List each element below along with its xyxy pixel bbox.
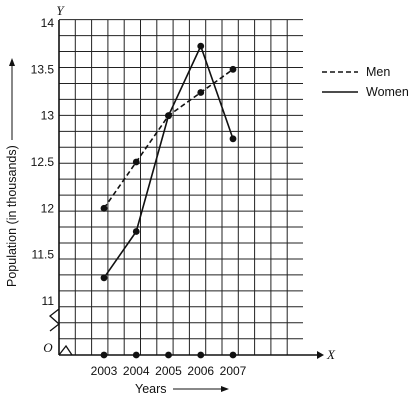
- data-point-men: [132, 158, 140, 166]
- origin-label: O: [43, 340, 53, 355]
- x-axis-letter: X: [326, 347, 336, 362]
- y-axis-title-arrowhead: [9, 58, 15, 66]
- x-axis-break-mark: [58, 344, 73, 356]
- legend: Men Women: [322, 65, 409, 99]
- y-tick-label: 12.5: [31, 155, 55, 169]
- x-axis-point: [165, 351, 172, 359]
- series-line-men: [103, 68, 234, 209]
- legend-label-men: Men: [366, 65, 390, 79]
- x-axis-point: [197, 351, 205, 359]
- y-axis-title-group: Population (in thousands): [5, 58, 19, 287]
- x-tick-label: 2007: [220, 364, 247, 378]
- data-point-women: [229, 135, 237, 143]
- x-axis-point: [229, 351, 237, 359]
- data-point-men: [100, 204, 108, 212]
- y-tick-label: 14: [41, 16, 55, 30]
- x-tick-label: 2003: [91, 364, 118, 378]
- y-tick-labels: 11 11.5 12 12.5 13 13.5 14: [31, 16, 55, 308]
- data-point-men: [229, 65, 237, 73]
- x-axis-title-arrowhead: [221, 386, 229, 392]
- data-point-women: [132, 228, 140, 235]
- x-axis-arrowhead: [317, 351, 324, 359]
- legend-label-women: Women: [366, 85, 409, 99]
- y-tick-label: 11.5: [32, 248, 55, 262]
- data-point-women: [197, 42, 205, 50]
- x-tick-label: 2004: [123, 364, 150, 378]
- chart-grid: [59, 19, 303, 355]
- y-tick-label: 12: [41, 201, 55, 215]
- x-tick-label: 2005: [155, 364, 182, 378]
- y-tick-label: 13: [41, 109, 55, 123]
- x-axis-title: Years: [135, 382, 167, 396]
- y-axis-break-mark: [48, 308, 61, 332]
- y-axis-letter: Y: [56, 3, 65, 18]
- y-tick-label: 13.5: [31, 62, 55, 76]
- x-tick-label: 2006: [187, 364, 214, 378]
- y-axis-title: Population (in thousands): [5, 145, 19, 287]
- y-tick-label: 11: [42, 294, 55, 308]
- data-point-women: [100, 274, 108, 282]
- data-series: [100, 42, 237, 282]
- x-axis-point: [100, 351, 108, 359]
- data-point-men: [197, 89, 205, 96]
- data-point-women: [165, 112, 172, 120]
- x-axis-title-group: Years: [135, 382, 229, 396]
- x-axis-point: [132, 351, 140, 359]
- x-tick-labels: 2003 2004 2005 2006 2007: [91, 351, 247, 378]
